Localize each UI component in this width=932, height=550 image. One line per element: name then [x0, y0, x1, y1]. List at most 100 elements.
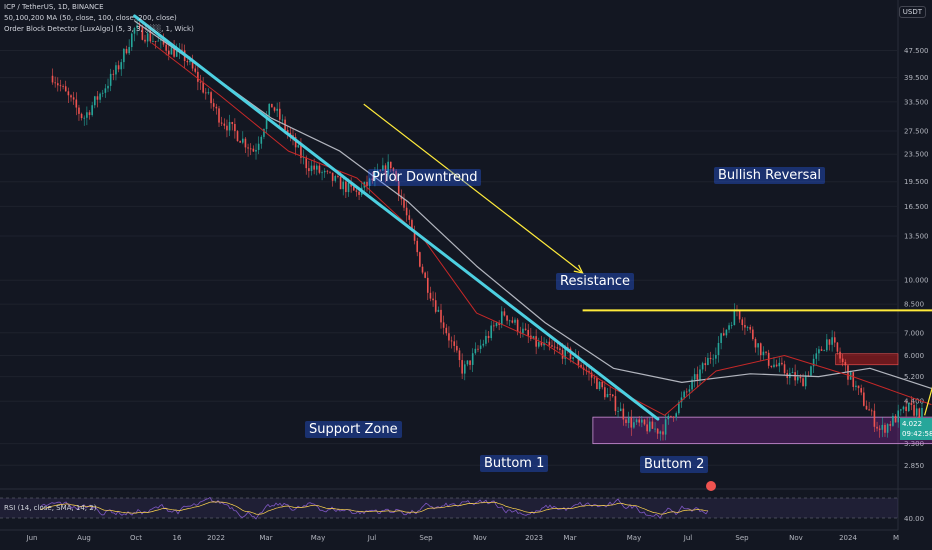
candle-body — [313, 165, 315, 170]
rsi-sma-line[interactable] — [39, 501, 708, 515]
annotation-bottom-2[interactable]: Buttom 2 — [640, 456, 709, 473]
candle-body — [691, 379, 693, 390]
candle-body — [651, 421, 654, 429]
candle-body — [379, 170, 382, 172]
candle-body — [67, 91, 70, 96]
candle-body — [876, 426, 878, 429]
downtrend-line[interactable] — [133, 14, 660, 421]
candle-body — [553, 346, 556, 348]
candle-body — [762, 351, 765, 356]
time-tick-label: Aug — [77, 534, 91, 542]
candle-body — [770, 365, 773, 368]
alert-icon[interactable] — [706, 481, 716, 491]
candle-body — [421, 266, 424, 273]
candle-body — [556, 347, 559, 349]
candle-body — [72, 97, 75, 100]
candle-body — [220, 122, 223, 124]
ma-indicator-label[interactable]: 50,100,200 MA (50, close, 100, close, 20… — [4, 14, 177, 22]
candle-body — [329, 171, 331, 173]
price-tick-label: 3.300 — [904, 440, 924, 448]
candle-body — [508, 320, 511, 322]
candle-body — [522, 328, 524, 334]
rsi-pane[interactable]: 40.00 — [0, 496, 924, 523]
candles[interactable] — [51, 18, 923, 441]
candle-body — [701, 363, 704, 370]
candle-body — [733, 309, 736, 326]
candle-body — [345, 181, 347, 193]
price-tick-label: 16.500 — [904, 203, 929, 211]
annotation-bottom-1[interactable]: Buttom 1 — [480, 455, 549, 472]
candle-body — [881, 424, 884, 430]
candle-body — [482, 343, 485, 346]
candle-body — [643, 419, 646, 425]
candle-body — [894, 415, 897, 423]
order-block-1[interactable] — [835, 353, 899, 366]
candle-body — [884, 424, 886, 433]
candle-body — [94, 96, 96, 106]
candle-body — [268, 103, 271, 116]
candle-body — [878, 428, 881, 430]
projection-segment[interactable] — [924, 317, 932, 416]
candle-body — [112, 73, 115, 75]
candle-body — [646, 424, 648, 432]
candle-body — [416, 240, 419, 253]
candle-body — [310, 165, 313, 172]
symbol-title[interactable]: ICP / TetherUS, 1D, BINANCE — [4, 3, 104, 11]
candle-body — [352, 186, 355, 191]
last-price-tag: 4.022 09:42:58 — [900, 418, 932, 440]
candle-body — [231, 122, 234, 125]
candle-body — [913, 404, 915, 416]
currency-badge[interactable]: USDT — [898, 6, 926, 18]
annotation-support-zone[interactable]: Support Zone — [305, 421, 402, 438]
candle-body — [249, 148, 252, 150]
candle-body — [440, 309, 442, 323]
candle-body — [720, 333, 722, 343]
candle-body — [434, 300, 437, 312]
candle-body — [498, 322, 500, 325]
candle-body — [255, 149, 257, 152]
candle-body — [683, 391, 685, 398]
candle-body — [617, 411, 619, 412]
candle-body — [759, 343, 762, 356]
candle-body — [865, 405, 868, 410]
candle-body — [537, 342, 540, 347]
annotation-bullish-reversal[interactable]: Bullish Reversal — [714, 167, 825, 184]
price-tick-label: 39.500 — [904, 74, 929, 82]
order-block-indicator-label[interactable]: Order Block Detector [LuxAlgo] (5, 3, 3,… — [4, 25, 194, 33]
candle-body — [889, 424, 892, 426]
candle-body — [141, 26, 144, 40]
candle-body — [730, 325, 733, 326]
candle-body — [189, 60, 191, 63]
candle-body — [543, 342, 545, 346]
candle-body — [96, 96, 99, 100]
candle-body — [656, 428, 659, 434]
candle-body — [915, 408, 918, 416]
price-tick-label: 6.000 — [904, 352, 924, 360]
candle-body — [907, 402, 910, 412]
annotation-resistance[interactable]: Resistance — [556, 273, 635, 290]
downtrend-arrow-head — [573, 264, 584, 274]
moving-average-long[interactable] — [134, 20, 932, 389]
candle-body — [765, 351, 767, 353]
candle-body — [78, 107, 80, 114]
candle-body — [551, 345, 553, 347]
time-axis[interactable]: Jun Aug Oct 16 2022 Mar May Jul Sep Nov 2023 Mar May… — [26, 534, 899, 542]
candle-body — [799, 376, 802, 379]
candle-body — [818, 349, 820, 354]
downtrend-arrow[interactable] — [363, 103, 583, 274]
candle-body — [836, 342, 839, 352]
candle-body — [276, 108, 278, 111]
candle-body — [191, 60, 194, 69]
price-axis[interactable]: 47.500 39.500 33.500 27.500 23.500 19.500 16.5… — [0, 47, 929, 470]
candle-body — [168, 50, 170, 55]
annotation-prior-downtrend[interactable]: Prior Downtrend — [368, 169, 482, 186]
rsi-indicator-label[interactable]: RSI (14, close, SMA, 14, 2) — [4, 504, 97, 512]
candle-body — [326, 170, 329, 172]
candle-body — [339, 176, 342, 190]
time-tick-label: May — [627, 534, 641, 542]
moving-average-mid[interactable] — [151, 42, 932, 416]
candle-body — [281, 119, 284, 121]
